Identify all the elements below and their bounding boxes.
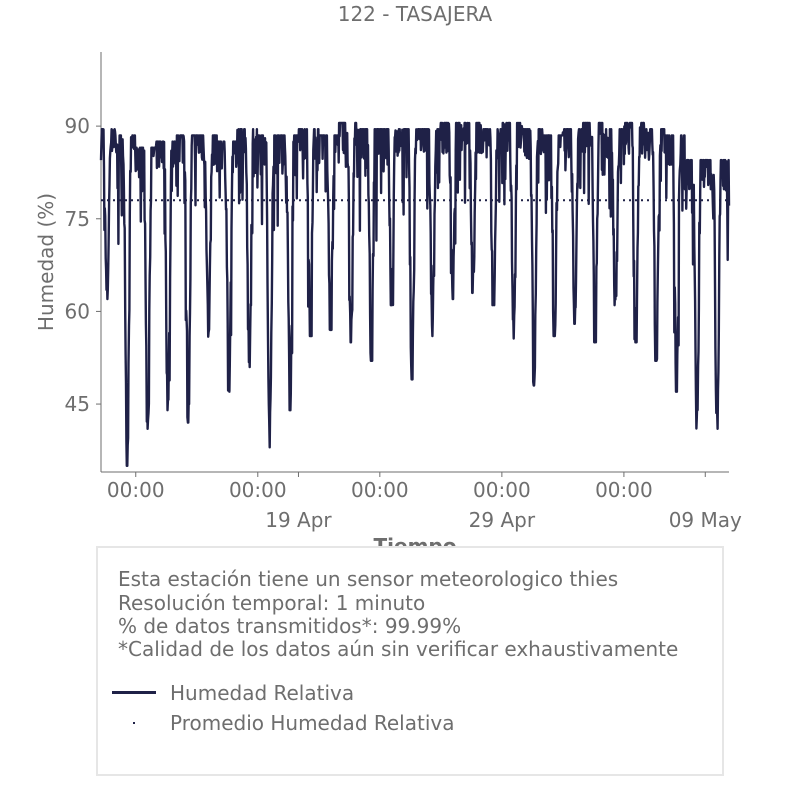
y-tick-label: 75 [65,207,90,231]
x-tick-time-label: 00:00 [351,478,409,502]
y-tick-label: 60 [65,299,90,323]
x-tick-date-label: 29 Apr [469,508,536,532]
y-axis-label: Humedad (%) [34,193,58,331]
humidity-chart: 122 - TASAJERA 45 60 75 90 Humedad (%) 00:00 00… [34,2,742,558]
info-line-resolution: Resolución temporal: 1 minuto [118,591,426,615]
x-tick-date-label: 19 Apr [265,508,332,532]
y-tick-label: 45 [65,392,90,416]
x-tick-time-label: 00:00 [473,478,531,502]
legend-label-average: Promedio Humedad Relativa [170,711,455,735]
legend-line-swatch [112,691,156,694]
x-tick-time-label: 00:00 [229,478,287,502]
y-tick-label: 90 [65,114,90,138]
chart-title: 122 - TASAJERA [338,2,493,26]
info-line-quality-note: *Calidad de los datos aún sin verificar … [118,637,679,661]
x-tick-date-label: 09 May [669,508,742,532]
info-legend-box: Esta estación tiene un sensor meteorolog… [96,546,724,776]
humidity-series-line [99,121,731,467]
legend-label-humidity: Humedad Relativa [170,681,355,705]
x-tick-time-label: 00:00 [107,478,165,502]
legend-dot-swatch [133,722,135,724]
info-line-transmitted: % de datos transmitidos*: 99.99% [118,614,462,638]
info-line-sensor: Esta estación tiene un sensor meteorolog… [118,567,619,591]
x-tick-time-label: 00:00 [595,478,653,502]
